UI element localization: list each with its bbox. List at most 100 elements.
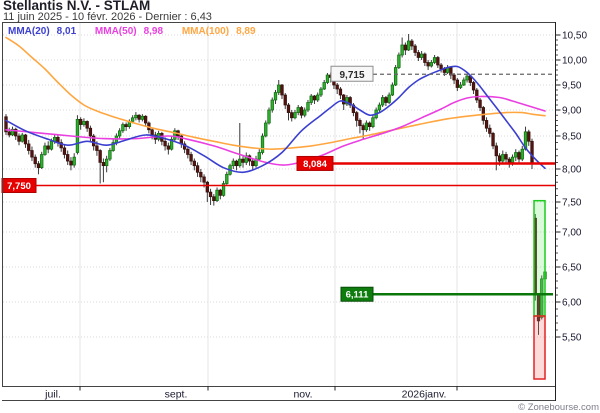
- candle-body: [23, 134, 28, 145]
- candle-body: [345, 97, 349, 105]
- candle-body: [192, 160, 196, 167]
- candle-body: [419, 53, 424, 58]
- candle-body: [234, 160, 239, 167]
- candle-body: [205, 181, 209, 193]
- candle-body: [293, 112, 297, 119]
- candle-body: [309, 95, 313, 103]
- candle-body: [218, 189, 222, 196]
- candle-body: [69, 160, 73, 166]
- candle-body: [312, 95, 317, 101]
- candle-body: [358, 120, 362, 126]
- candle-body: [462, 79, 466, 86]
- candle-body: [121, 124, 125, 132]
- candle-body: [377, 104, 382, 111]
- candle-body: [72, 156, 76, 166]
- candle-body: [306, 102, 310, 111]
- candle-body: [423, 53, 427, 63]
- y-tick-label: 7,50: [562, 198, 582, 209]
- level-6111-label: 6,111: [346, 290, 369, 301]
- candle-body: [439, 64, 443, 70]
- candle-body: [400, 44, 404, 56]
- candle-body: [238, 158, 242, 167]
- candle-body: [137, 114, 141, 120]
- candle-body: [413, 45, 417, 53]
- candle-body: [497, 155, 502, 162]
- candle-body: [251, 160, 255, 167]
- candle-body: [92, 135, 96, 147]
- candle-body: [484, 120, 489, 129]
- candle-body: [286, 104, 291, 113]
- legend-item-mma20: MMA(20) 8,01: [8, 26, 76, 37]
- candle-body: [530, 140, 534, 165]
- x-month-label: sept.: [165, 389, 188, 401]
- candle-body: [111, 142, 115, 151]
- candle-body: [335, 84, 339, 90]
- candle-body: [117, 130, 122, 137]
- candle-body: [436, 57, 440, 66]
- candle-body: [338, 88, 343, 96]
- candle-body: [507, 158, 511, 163]
- candle-body: [221, 183, 226, 196]
- candle-body: [189, 154, 193, 162]
- zone-lower-red: [533, 315, 546, 380]
- y-tick-label: 6,50: [562, 263, 582, 274]
- ma-line-mma50: [5, 95, 546, 166]
- candle-body: [40, 154, 44, 169]
- mma100-label: MMA(100): [181, 26, 230, 37]
- candle-body: [140, 115, 145, 120]
- candle-body: [517, 152, 521, 160]
- candle-body: [10, 128, 15, 136]
- candle-body: [303, 109, 307, 116]
- level-6111-badge: [340, 286, 374, 302]
- candle-body: [82, 121, 86, 125]
- candle-body: [95, 145, 99, 151]
- candle-body: [134, 114, 138, 119]
- candle-body: [257, 152, 261, 160]
- candle-body: [163, 140, 167, 147]
- y-tick-label: 9,00: [562, 106, 582, 117]
- y-tick-label: 7,00: [562, 228, 582, 239]
- candle-body: [290, 112, 294, 119]
- y-tick-label: 5,50: [562, 333, 582, 344]
- candle-body: [283, 94, 287, 106]
- mma100-value: 8,89: [236, 26, 256, 37]
- candle-body: [46, 145, 50, 150]
- candle-body: [406, 40, 411, 51]
- x-month-label: nov.: [293, 389, 312, 401]
- candle-body: [264, 122, 268, 137]
- candle-body: [432, 57, 437, 63]
- chart-subtitle: 11 juin 2025 - 10 févr. 2026 - Dernier :…: [3, 11, 212, 23]
- candle-body: [4, 116, 8, 133]
- candle-body: [66, 154, 70, 162]
- y-tick-label: 6,00: [562, 298, 582, 309]
- candle-body: [458, 84, 463, 88]
- candle-body: [195, 165, 200, 173]
- candle-body: [14, 128, 18, 137]
- candle-body: [361, 125, 365, 131]
- candle-body: [501, 154, 505, 162]
- candle-body: [43, 145, 47, 155]
- candle-body: [124, 124, 128, 127]
- y-tick-label: 8,50: [562, 132, 582, 143]
- candle-body: [465, 75, 469, 81]
- candle-body: [514, 152, 518, 158]
- level-8084-label: 8,084: [303, 159, 327, 170]
- candle-body: [208, 191, 213, 198]
- candle-body: [390, 84, 395, 96]
- candle-body: [325, 74, 330, 83]
- x-month-label: 2026janv.: [402, 389, 447, 401]
- candle-body: [7, 131, 11, 136]
- candle-body: [520, 148, 524, 160]
- candle-body: [98, 150, 102, 163]
- candle-body: [491, 133, 495, 147]
- candle-body: [101, 162, 106, 167]
- candle-body: [429, 62, 434, 67]
- legend-item-mma50: MMA(50) 8,98: [95, 26, 163, 37]
- candle-body: [410, 40, 414, 47]
- mma50-value: 8,98: [143, 26, 164, 37]
- candle-body: [384, 97, 388, 103]
- level-8084-badge: [296, 155, 334, 171]
- candle-body: [30, 150, 34, 158]
- candle-body: [510, 156, 515, 163]
